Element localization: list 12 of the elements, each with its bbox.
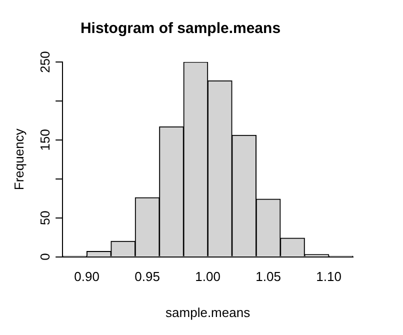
x-tick-label: 1.00 (195, 269, 220, 284)
x-tick-label: 0.95 (134, 269, 160, 284)
y-tick-label: 0 (38, 253, 53, 260)
x-axis-title: sample.means (166, 304, 251, 320)
y-axis-title: Frequency (11, 128, 26, 190)
x-tick-label: 1.10 (316, 269, 342, 284)
y-tick-label: 250 (38, 51, 53, 73)
x-tick-label: 1.05 (256, 269, 281, 284)
y-tick-label: 150 (38, 129, 53, 151)
y-tick-label: 50 (38, 210, 53, 226)
x-tick-label: 0.90 (74, 269, 100, 284)
chart-title: Histogram of sample.means (80, 20, 281, 38)
